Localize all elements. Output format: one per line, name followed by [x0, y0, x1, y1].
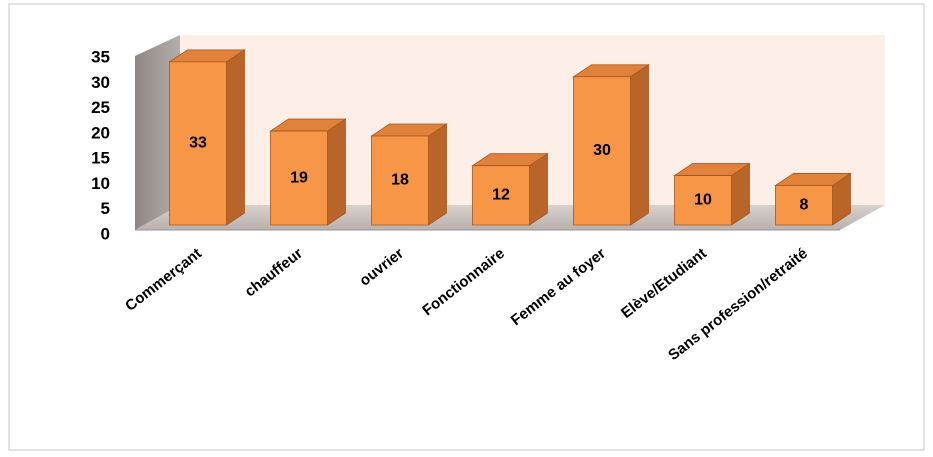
bar	[269, 118, 347, 226]
y-tick-label: 10	[91, 174, 110, 193]
bar-side	[630, 63, 649, 226]
back-wall	[180, 35, 885, 205]
bar-front	[270, 130, 328, 226]
y-tick-label: 0	[101, 224, 110, 243]
bar-front	[775, 185, 833, 226]
bar-side	[428, 123, 447, 226]
bar-front	[169, 61, 227, 226]
data-label: 8	[800, 196, 809, 213]
data-label: 30	[593, 142, 611, 159]
bar-front	[472, 165, 530, 226]
data-label: 10	[694, 192, 712, 209]
bar	[673, 162, 751, 226]
bar-front	[674, 175, 732, 226]
y-tick-label: 25	[91, 98, 110, 117]
bar-side	[529, 152, 548, 226]
bar	[774, 172, 852, 226]
bar	[471, 152, 549, 226]
bar	[168, 49, 246, 226]
bar	[370, 123, 448, 226]
y-tick-label: 5	[101, 199, 110, 218]
data-label: 18	[391, 172, 409, 189]
bar-side	[226, 49, 245, 226]
data-label: 33	[189, 135, 207, 152]
bar-front	[371, 135, 429, 226]
data-label: 19	[290, 169, 308, 186]
y-tick-label: 15	[91, 149, 110, 168]
y-tick-label: 30	[91, 73, 110, 92]
y-tick-label: 20	[91, 123, 110, 142]
bar-front	[573, 76, 631, 226]
y-tick-label: 35	[91, 47, 110, 66]
side-wall	[135, 35, 180, 230]
data-label: 12	[492, 187, 510, 204]
bar-side	[327, 118, 346, 226]
bar	[572, 63, 650, 226]
